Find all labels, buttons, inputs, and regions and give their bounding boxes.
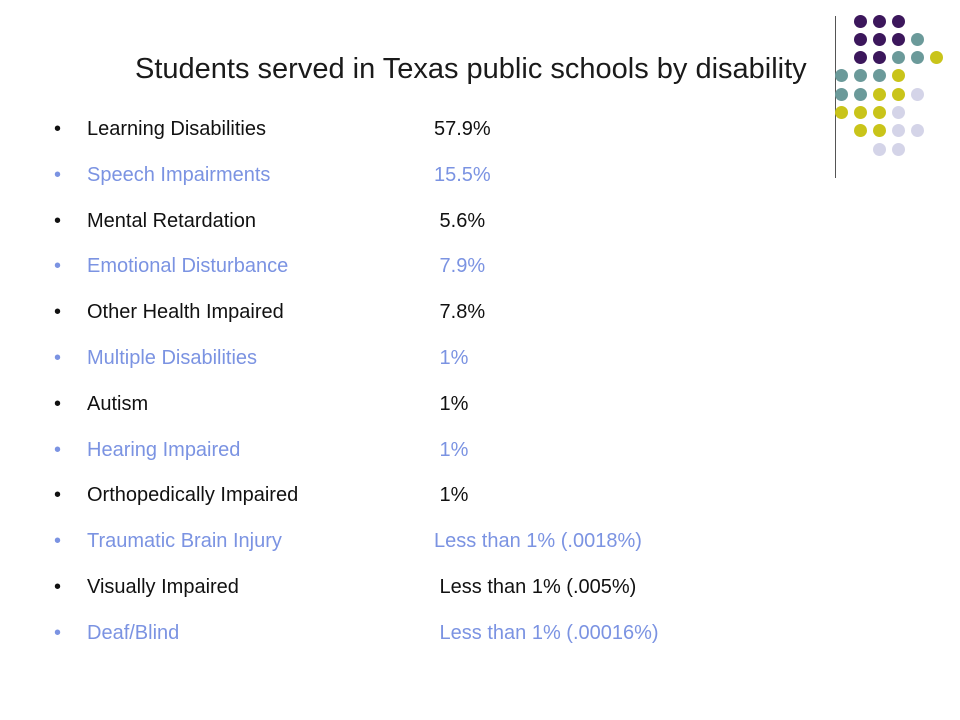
item-label: Orthopedically Impaired [87,484,299,507]
item-label: Multiple Disabilities [87,347,258,369]
bullet-marker: • [54,621,62,644]
decorative-dot [834,87,848,101]
decorative-dot [910,32,924,46]
decorative-dot [872,87,886,101]
vertical-divider [835,16,836,178]
list-item: • Visually Impaired Less than 1% (.005%) [0,564,960,610]
item-value: Less than 1% (.00016%) [434,621,659,644]
decorative-dot [853,87,867,101]
item-label: Autism [87,392,149,415]
bullet-marker: • [54,163,62,186]
item-label: Hearing Impaired [87,438,241,461]
item-value: Less than 1% (.0018%) [434,530,642,553]
item-value: 1% [434,484,469,507]
item-value: 7.8% [434,301,486,324]
item-value: 1% [434,392,469,415]
bullet-marker: • [54,576,62,598]
list-item: • Multiple Disabilities 1% [0,335,960,381]
item-value: 57.9% [434,118,491,140]
item-value: 5.6% [434,209,486,232]
item-value: 1% [434,347,469,369]
decorative-dot [891,14,905,28]
item-value: 1% [434,438,469,461]
decorative-dot [891,32,905,46]
slide-title: Students served in Texas public schools … [135,53,807,85]
bullet-marker: • [54,484,62,507]
item-label: Learning Disabilities [87,118,266,140]
item-label: Speech Impairments [87,163,271,186]
bullet-marker: • [54,301,62,324]
list-item: • Hearing Impaired 1% [0,427,960,473]
bullet-marker: • [54,347,62,369]
item-value: Less than 1% (.005%) [434,576,637,598]
bullet-marker: • [54,255,62,278]
decorative-dot [853,32,867,46]
decorative-dot [853,14,867,28]
item-label: Other Health Impaired [87,301,284,324]
decorative-dot [910,87,924,101]
item-value: 7.9% [434,255,486,278]
item-label: Emotional Disturbance [87,255,289,278]
bullet-marker: • [54,438,62,461]
list-item: • Other Health Impaired 7.8% [0,289,960,335]
bullet-marker: • [54,209,62,232]
item-label: Deaf/Blind [87,621,180,644]
decorative-dot [872,14,886,28]
list-item: • Mental Retardation 5.6% [0,198,960,244]
item-value: 15.5% [434,163,491,186]
list-item: • Learning Disabilities 57.9% [0,106,960,152]
list-item: • Autism 1% [0,381,960,427]
decorative-dot [872,32,886,46]
list-item: • Speech Impairments 15.5% [0,152,960,198]
item-label: Mental Retardation [87,209,256,232]
decorative-dot [891,87,905,101]
bullet-marker: • [54,530,62,553]
item-label: Traumatic Brain Injury [87,530,282,553]
item-label: Visually Impaired [87,576,239,598]
list-item: • Traumatic Brain Injury Less than 1% (.… [0,518,960,564]
bullet-marker: • [54,118,62,140]
list-item: • Deaf/Blind Less than 1% (.00016%) [0,610,960,656]
bullet-marker: • [54,392,62,415]
list-item: • Emotional Disturbance 7.9% [0,243,960,289]
list-item: • Orthopedically Impaired 1% [0,472,960,518]
